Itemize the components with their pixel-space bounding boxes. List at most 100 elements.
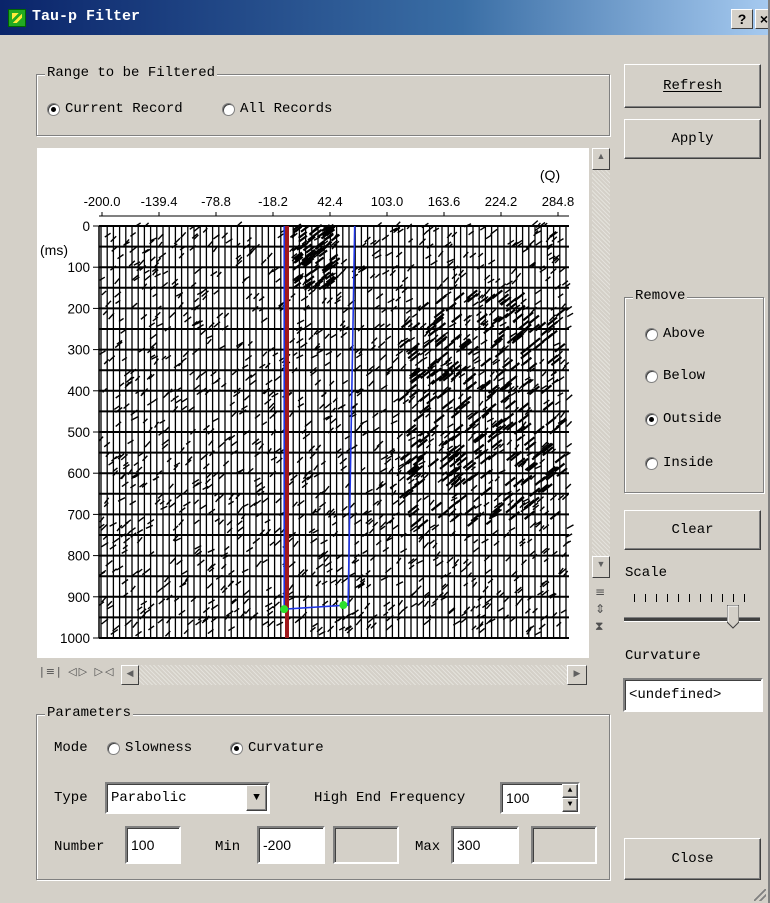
max-readout-field	[531, 826, 597, 864]
radio-current-record[interactable]: Current Record	[47, 101, 183, 117]
y-tick-label: 600	[67, 466, 90, 481]
min-field[interactable]: -200	[257, 826, 325, 864]
radio-label: Above	[663, 326, 706, 342]
x-tick-label: 224.2	[485, 194, 518, 209]
slider-ticks	[634, 594, 754, 602]
blue-mute-polygon	[283, 225, 356, 611]
max-value: 300	[457, 837, 481, 853]
clear-button[interactable]: Clear	[624, 510, 761, 550]
scale-slider[interactable]	[624, 590, 760, 630]
chevron-down-icon[interactable]: ▼	[246, 785, 267, 811]
resize-grip[interactable]	[754, 889, 766, 901]
radio-remove-inside[interactable]: Inside	[645, 455, 713, 471]
strong-events	[291, 223, 568, 529]
number-value: 100	[131, 837, 155, 853]
radio-dot-selected	[645, 412, 658, 426]
radio-dot	[645, 327, 658, 341]
timing-lines	[99, 225, 569, 639]
mode-label: Mode	[54, 740, 88, 756]
parameters-group: Parameters Mode Slowness Curvature Type …	[36, 705, 610, 880]
x-tick-label: -200.0	[84, 194, 121, 209]
radio-dot	[645, 456, 658, 470]
min-readout-field	[333, 826, 399, 864]
radio-dot	[222, 102, 235, 116]
radio-label: Outside	[663, 411, 722, 427]
close-button[interactable]: Close	[624, 838, 761, 880]
radio-mode-curvature[interactable]: Curvature	[230, 740, 324, 756]
curvature-label: Curvature	[625, 648, 701, 664]
range-group: Range to be Filtered Current Record All …	[36, 65, 610, 136]
y-tick-label: 0	[82, 219, 90, 234]
seismic-gather[interactable]: -200.0 -139.4 -78.8 -18.2 42.4 103.0 163.6 224.…	[37, 148, 589, 658]
radio-mode-slowness[interactable]: Slowness	[107, 740, 192, 756]
y-tick-label: 300	[67, 343, 90, 358]
clear-label: Clear	[671, 522, 714, 538]
radio-all-records[interactable]: All Records	[222, 101, 332, 117]
refresh-button[interactable]: Refresh	[624, 64, 761, 108]
radio-dot	[107, 741, 120, 755]
spin-up-icon[interactable]: ▲	[562, 784, 578, 798]
slider-track	[624, 617, 760, 622]
help-button[interactable]: ?	[731, 9, 753, 29]
range-group-title: Range to be Filtered	[45, 65, 218, 81]
max-field[interactable]: 300	[451, 826, 519, 864]
title-bar[interactable]: Tau-p Filter ? ×	[0, 0, 768, 35]
radio-dot-selected	[47, 102, 60, 116]
green-picked-point	[339, 601, 348, 610]
high-end-frequency-label: High End Frequency	[314, 790, 466, 806]
tau-p-plot[interactable]: -200.0 -139.4 -78.8 -18.2 42.4 103.0 163.6 224.…	[37, 148, 589, 658]
scroll-left-button[interactable]: ◀	[121, 665, 139, 685]
apply-label: Apply	[671, 131, 714, 147]
max-label: Max	[415, 839, 441, 855]
x-tick-label: -78.8	[201, 194, 231, 209]
radio-remove-below[interactable]: Below	[645, 368, 705, 384]
radio-label: Inside	[663, 455, 714, 471]
green-picked-point	[280, 605, 289, 614]
radio-dot-selected	[230, 741, 243, 755]
number-field[interactable]: 100	[125, 826, 181, 864]
y-tick-label: 900	[67, 590, 90, 605]
x-unit-label: (Q)	[540, 167, 560, 183]
parameters-group-title: Parameters	[45, 705, 134, 721]
curvature-field[interactable]: <undefined>	[623, 678, 763, 712]
refresh-label: Refresh	[663, 78, 722, 94]
scroll-up-button[interactable]: ▲	[592, 148, 610, 170]
vertical-scroll-track[interactable]	[592, 170, 610, 556]
scroll-right-button[interactable]: ▶	[567, 665, 587, 685]
x-tick-label: 163.6	[428, 194, 461, 209]
y-tick-label: 800	[67, 549, 90, 564]
close-label: Close	[671, 851, 714, 867]
horizontal-zoom-controls[interactable]: |≡| ◁▷ ▷◁	[40, 665, 116, 678]
spin-down-icon[interactable]: ▼	[562, 798, 578, 812]
remove-group-title: Remove	[633, 288, 688, 304]
window-title: Tau-p Filter	[32, 8, 141, 25]
x-tick-label: 42.4	[317, 194, 342, 209]
type-select[interactable]: Parabolic	[105, 782, 270, 814]
x-tick-label: 284.8	[542, 194, 575, 209]
scale-label: Scale	[625, 565, 668, 581]
apply-button[interactable]: Apply	[624, 119, 761, 159]
y-tick-label: 500	[67, 425, 90, 440]
close-window-button[interactable]: ×	[755, 9, 768, 29]
y-tick-label: 400	[67, 384, 90, 399]
min-label: Min	[215, 839, 241, 855]
zoom-controls[interactable]: ≡ ⇕ ⧗	[595, 585, 606, 633]
scroll-down-button[interactable]: ▼	[592, 556, 610, 578]
type-value: Parabolic	[111, 790, 187, 806]
slider-thumb[interactable]	[726, 604, 740, 629]
radio-label: Slowness	[125, 740, 193, 756]
high-end-frequency-value: 100	[506, 790, 530, 806]
radio-dot	[645, 369, 658, 383]
y-tick-label: 100	[67, 260, 90, 275]
horizontal-scroll-track[interactable]	[139, 665, 567, 685]
radio-remove-above[interactable]: Above	[645, 326, 705, 342]
number-label: Number	[54, 839, 105, 855]
radio-remove-outside[interactable]: Outside	[645, 411, 722, 427]
y-tick-label: 200	[67, 301, 90, 316]
radio-label: Curvature	[248, 740, 324, 756]
y-unit-label: (ms)	[40, 242, 68, 258]
type-label: Type	[54, 790, 88, 806]
radio-label: Current Record	[65, 101, 183, 117]
seismic-events	[98, 220, 574, 637]
